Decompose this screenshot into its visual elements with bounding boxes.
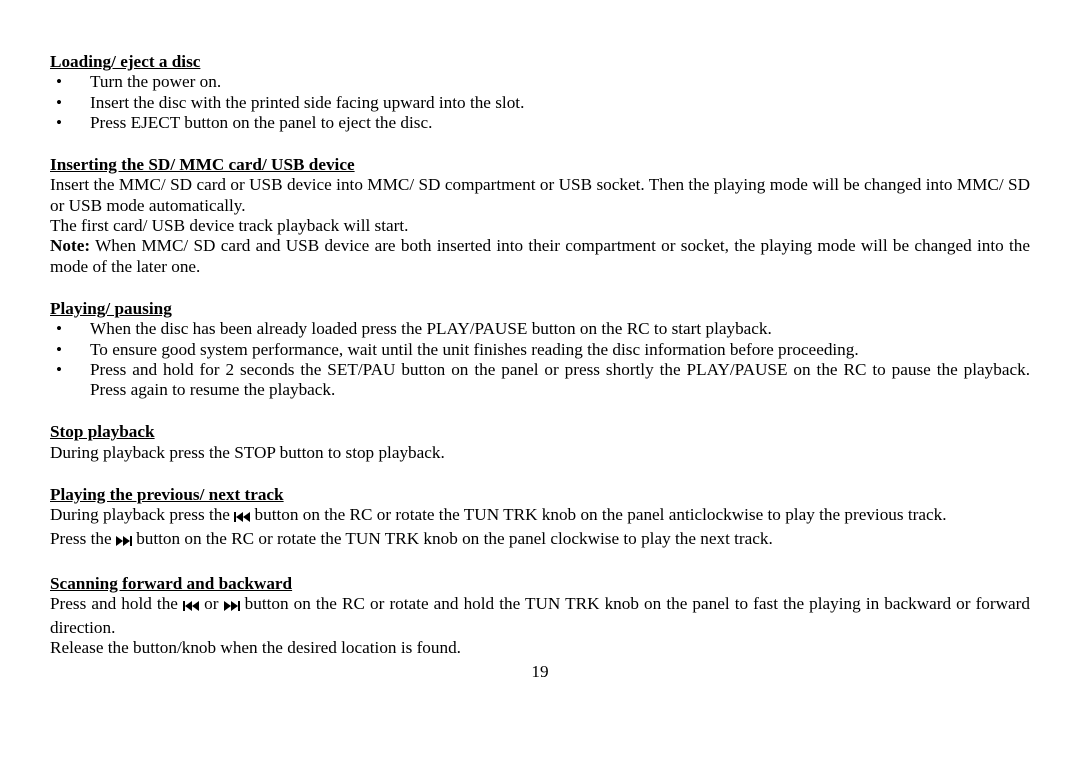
paragraph: Insert the MMC/ SD card or USB device in…	[50, 175, 1030, 216]
heading-stop: Stop playback	[50, 422, 1030, 442]
bullet-list-playing: •When the disc has been already loaded p…	[50, 319, 1030, 400]
text-fragment: Press the	[50, 529, 116, 548]
section-prevnext: Playing the previous/ next track During …	[50, 485, 1030, 552]
section-inserting: Inserting the SD/ MMC card/ USB device I…	[50, 155, 1030, 277]
text-fragment: button on the RC or rotate the TUN TRK k…	[132, 529, 773, 548]
list-item: •To ensure good system performance, wait…	[50, 340, 1030, 360]
note-text: When MMC/ SD card and USB device are bot…	[50, 236, 1030, 275]
paragraph: Release the button/knob when the desired…	[50, 638, 1030, 658]
text-fragment: During playback press the	[50, 505, 234, 524]
text-fragment: button on the RC or rotate the TUN TRK k…	[250, 505, 946, 524]
heading-loading: Loading/ eject a disc	[50, 52, 1030, 72]
heading-inserting: Inserting the SD/ MMC card/ USB device	[50, 155, 1030, 175]
bullet-text: Insert the disc with the printed side fa…	[90, 93, 524, 112]
text-fragment: Press and hold the	[50, 594, 183, 613]
paragraph: During playback press the button on the …	[50, 505, 1030, 528]
manual-page: Loading/ eject a disc •Turn the power on…	[0, 0, 1080, 761]
paragraph: Press the button on the RC or rotate the…	[50, 529, 1030, 552]
list-item: •Press EJECT button on the panel to ejec…	[50, 113, 1030, 133]
skip-forward-icon	[224, 597, 240, 617]
list-item: •Insert the disc with the printed side f…	[50, 93, 1030, 113]
skip-backward-icon	[234, 508, 250, 528]
heading-scanning: Scanning forward and backward	[50, 574, 1030, 594]
page-number: 19	[50, 662, 1030, 682]
bullet-list-loading: •Turn the power on. •Insert the disc wit…	[50, 72, 1030, 133]
skip-backward-icon	[183, 597, 199, 617]
section-loading: Loading/ eject a disc •Turn the power on…	[50, 52, 1030, 133]
section-stop: Stop playback During playback press the …	[50, 422, 1030, 463]
bullet-text: Turn the power on.	[90, 72, 221, 91]
skip-forward-icon	[116, 532, 132, 552]
heading-playing: Playing/ pausing	[50, 299, 1030, 319]
list-item: •Turn the power on.	[50, 72, 1030, 92]
paragraph-note: Note: When MMC/ SD card and USB device a…	[50, 236, 1030, 277]
text-fragment: or	[199, 594, 224, 613]
note-label: Note:	[50, 236, 90, 255]
bullet-text: When the disc has been already loaded pr…	[90, 319, 772, 338]
section-scanning: Scanning forward and backward Press and …	[50, 574, 1030, 658]
paragraph: Press and hold the or button on the RC o…	[50, 594, 1030, 638]
heading-prevnext: Playing the previous/ next track	[50, 485, 1030, 505]
paragraph: The first card/ USB device track playbac…	[50, 216, 1030, 236]
list-item: •When the disc has been already loaded p…	[50, 319, 1030, 339]
bullet-text: Press and hold for 2 seconds the SET/PAU…	[90, 360, 1030, 399]
list-item: •Press and hold for 2 seconds the SET/PA…	[50, 360, 1030, 401]
section-playing: Playing/ pausing •When the disc has been…	[50, 299, 1030, 400]
bullet-text: To ensure good system performance, wait …	[90, 340, 859, 359]
paragraph: During playback press the STOP button to…	[50, 443, 1030, 463]
bullet-text: Press EJECT button on the panel to eject…	[90, 113, 432, 132]
